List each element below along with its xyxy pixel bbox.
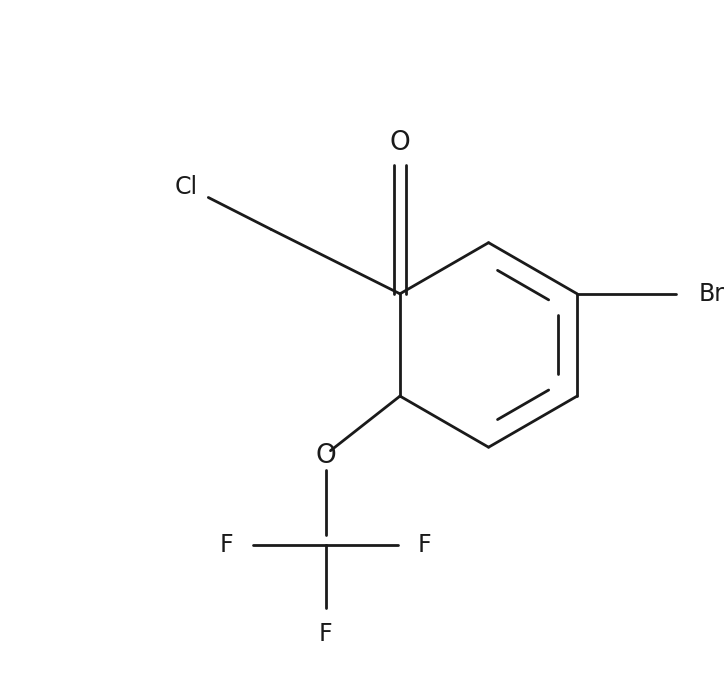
Text: F: F xyxy=(418,533,432,557)
Text: O: O xyxy=(315,443,336,468)
Text: Cl: Cl xyxy=(175,174,198,199)
Text: O: O xyxy=(389,130,411,156)
Text: F: F xyxy=(219,533,233,557)
Text: F: F xyxy=(319,623,332,646)
Text: Br: Br xyxy=(698,282,724,306)
